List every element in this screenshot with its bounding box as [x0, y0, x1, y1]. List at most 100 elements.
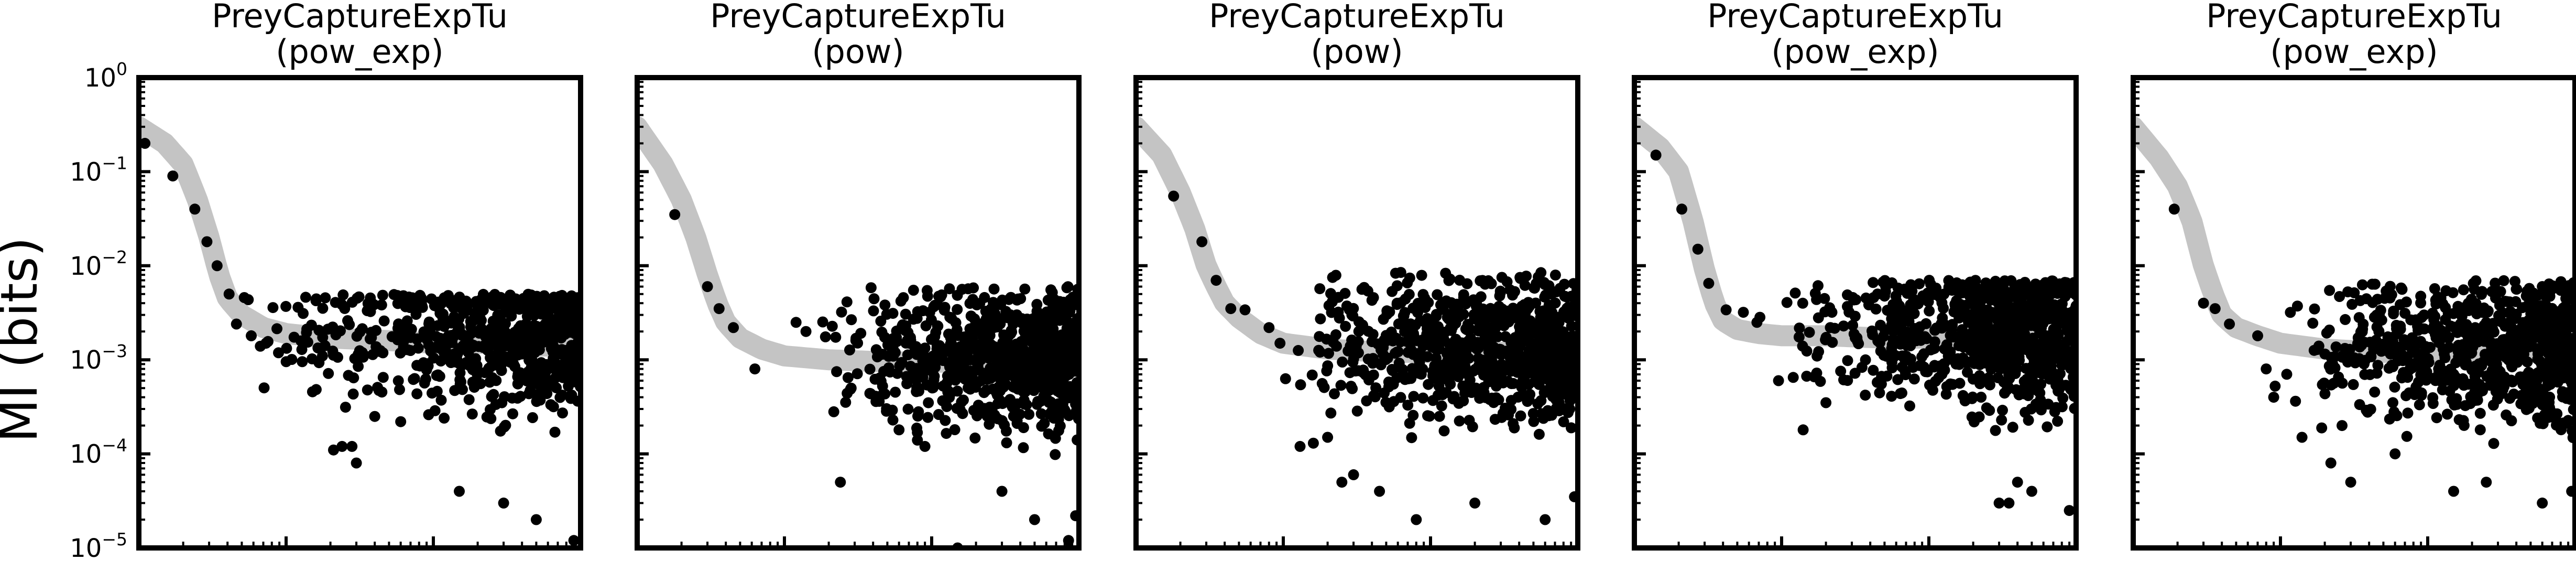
data-point	[831, 366, 843, 378]
data-point	[1984, 379, 1995, 391]
data-point	[2472, 394, 2483, 406]
data-point	[462, 300, 473, 311]
data-point	[1327, 272, 1338, 283]
data-point	[1916, 351, 1928, 362]
data-point	[922, 412, 934, 423]
data-point	[1406, 363, 1418, 374]
data-point	[1476, 357, 1488, 369]
data-point	[986, 403, 998, 414]
data-point	[910, 341, 922, 352]
data-point	[1062, 281, 1074, 293]
data-point	[1007, 318, 1019, 330]
data-point	[301, 327, 312, 338]
data-point	[2527, 287, 2539, 299]
data-point	[566, 340, 577, 351]
data-point	[1978, 348, 1989, 360]
data-point	[337, 289, 349, 300]
data-point	[167, 170, 179, 182]
data-point	[1947, 379, 1958, 390]
data-point	[927, 360, 939, 372]
data-point	[2025, 371, 2036, 382]
data-point	[1820, 331, 1832, 343]
data-point	[2487, 400, 2499, 411]
data-point	[2369, 386, 2381, 398]
data-point	[1397, 364, 1409, 375]
data-point	[416, 292, 427, 304]
data-point	[423, 409, 434, 421]
data-point	[2462, 331, 2474, 343]
data-point	[2468, 278, 2479, 289]
data-point	[2450, 357, 2462, 369]
data-point	[1416, 270, 1427, 281]
data-point	[435, 355, 446, 367]
data-point	[1045, 284, 1056, 296]
data-point	[2537, 497, 2548, 509]
data-point	[2317, 379, 2328, 391]
data-point	[1353, 316, 1365, 328]
data-point	[1063, 410, 1075, 422]
data-point	[2563, 280, 2575, 292]
data-point	[2494, 313, 2506, 324]
data-point	[1988, 292, 1999, 303]
data-point	[1529, 376, 1541, 387]
data-point	[1032, 396, 1044, 407]
panel-title: PreyCaptureExpTu	[2206, 0, 2502, 35]
data-point	[1963, 334, 1975, 346]
data-point	[1438, 425, 1450, 437]
data-point	[996, 313, 1008, 324]
data-point	[446, 330, 457, 341]
data-point	[568, 535, 580, 546]
data-point	[1793, 331, 1805, 343]
panel-2: PreyCaptureExpTu(pow)	[635, 0, 1082, 551]
data-point	[1028, 344, 1040, 355]
data-point	[1927, 343, 1939, 354]
data-point	[296, 344, 308, 355]
data-point	[2428, 314, 2440, 325]
data-point	[1820, 397, 1832, 408]
data-point	[515, 341, 527, 353]
data-point	[2387, 397, 2398, 408]
data-point	[1924, 305, 1935, 317]
data-point	[1412, 307, 1423, 318]
data-point	[2388, 406, 2400, 418]
data-point	[942, 346, 953, 357]
data-point	[2550, 413, 2561, 425]
data-point	[968, 405, 979, 416]
data-point	[1951, 295, 1962, 306]
data-point	[490, 349, 502, 361]
data-point	[2443, 332, 2454, 343]
data-point	[2474, 424, 2486, 436]
data-point	[1888, 324, 1900, 335]
data-point	[912, 306, 923, 317]
data-point	[2340, 314, 2351, 325]
data-point	[1519, 360, 1531, 371]
data-point	[2354, 295, 2366, 306]
data-point	[817, 316, 828, 328]
data-point	[1398, 310, 1409, 321]
data-point	[353, 361, 364, 372]
data-point	[2456, 375, 2468, 387]
data-point	[454, 292, 465, 303]
data-point	[392, 375, 404, 386]
data-point	[472, 369, 483, 380]
data-point	[1534, 354, 1546, 365]
data-point	[1329, 388, 1340, 400]
data-point	[547, 346, 559, 358]
data-point	[1438, 333, 1449, 345]
data-point	[1968, 416, 1980, 428]
data-point	[1406, 333, 1417, 344]
data-point	[2416, 387, 2427, 398]
data-point	[545, 399, 556, 411]
data-point	[2433, 337, 2445, 349]
data-point	[1475, 291, 1487, 303]
data-point	[2384, 281, 2396, 292]
data-point	[435, 307, 447, 319]
data-point	[527, 412, 538, 423]
y-tick-label: 10−2	[70, 247, 127, 281]
data-point	[2364, 369, 2376, 380]
data-point	[2037, 362, 2048, 373]
data-point	[1336, 477, 1348, 488]
data-point	[2404, 364, 2415, 375]
data-point	[1842, 375, 1853, 386]
data-point	[1054, 344, 1066, 355]
